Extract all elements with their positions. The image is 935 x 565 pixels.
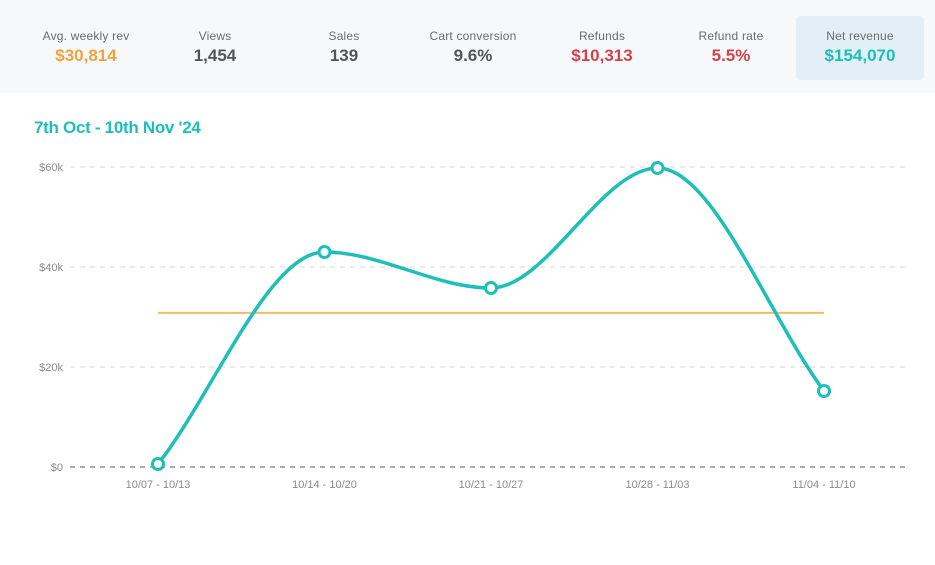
stat-cart-conversion[interactable]: Cart conversion 9.6%	[409, 16, 537, 80]
stat-value: 9.6%	[453, 46, 493, 65]
y-tick-label: $20k	[39, 362, 63, 374]
stat-value: $154,070	[824, 46, 896, 65]
date-range-title: 7th Oct - 10th Nov '24	[34, 118, 201, 137]
stat-label: Sales	[328, 29, 360, 43]
x-tick-label: 10/28 - 11/03	[625, 479, 689, 491]
x-tick-label: 10/14 - 10/20	[292, 479, 357, 491]
x-axis-ticks: 10/07 - 10/13 10/14 - 10/20 10/21 - 10/27 1…	[126, 479, 856, 491]
x-tick-label: 11/04 - 11/10	[792, 479, 855, 491]
stat-label: Refund rate	[698, 29, 764, 43]
series-group	[156, 166, 826, 466]
x-tick-label: 10/07 - 10/13	[126, 479, 191, 491]
stat-label: Cart conversion	[429, 29, 517, 43]
stat-label: Refunds	[578, 29, 626, 43]
stat-value: 5.5%	[711, 46, 751, 65]
y-axis-ticks: $0 $20k $40k $60k	[39, 162, 63, 474]
stat-avg-weekly-rev[interactable]: Avg. weekly rev $30,814	[22, 16, 150, 80]
stat-label: Views	[198, 29, 232, 43]
stat-sales[interactable]: Sales 139	[280, 16, 408, 80]
stats-bar: Avg. weekly rev $30,814 Views 1,454 Sale…	[0, 0, 935, 93]
stat-views[interactable]: Views 1,454	[151, 16, 279, 80]
stat-label: Avg. weekly rev	[42, 29, 130, 43]
stat-value: $10,313	[571, 46, 633, 65]
revenue-series-line	[156, 166, 826, 466]
y-tick-label: $60k	[39, 162, 63, 174]
stat-refund-rate[interactable]: Refund rate 5.5%	[667, 16, 795, 80]
y-tick-label: $40k	[39, 262, 63, 274]
grid-lines	[70, 166, 908, 468]
data-points	[151, 161, 831, 471]
stat-net-revenue[interactable]: Net revenue $154,070	[796, 16, 924, 80]
data-point[interactable]	[151, 457, 165, 471]
stat-label: Net revenue	[826, 29, 894, 43]
stat-refunds[interactable]: Refunds $10,313	[538, 16, 666, 80]
data-point[interactable]	[317, 245, 332, 259]
data-point[interactable]	[817, 384, 831, 398]
stat-value: $30,814	[55, 46, 117, 65]
y-tick-label: $0	[51, 462, 63, 474]
stat-value: 139	[329, 46, 359, 65]
data-point[interactable]	[650, 161, 665, 175]
stat-value: 1,454	[193, 46, 237, 65]
x-tick-label: 10/21 - 10/27	[459, 479, 524, 491]
data-point[interactable]	[484, 281, 498, 295]
